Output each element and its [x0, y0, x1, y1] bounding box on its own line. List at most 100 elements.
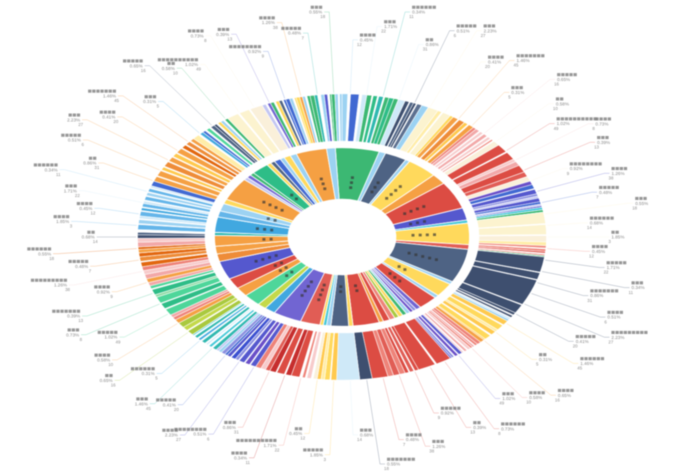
svg-text:0.31%: 0.31%: [539, 357, 552, 362]
svg-text:0.92%: 0.92%: [570, 166, 583, 171]
svg-text:20: 20: [113, 119, 118, 124]
svg-text:0.68%: 0.68%: [82, 235, 95, 240]
svg-text:0.55%: 0.55%: [387, 462, 400, 467]
svg-text:5: 5: [508, 95, 511, 100]
svg-text:0.51%: 0.51%: [457, 28, 470, 33]
svg-text:0.41%: 0.41%: [488, 60, 501, 65]
svg-text:27: 27: [608, 339, 613, 344]
svg-text:49: 49: [499, 401, 504, 406]
svg-text:38: 38: [429, 448, 434, 453]
svg-text:16: 16: [554, 82, 559, 87]
svg-text:18: 18: [384, 466, 389, 471]
svg-text:0.55%: 0.55%: [38, 251, 51, 256]
svg-text:1.46%: 1.46%: [103, 94, 116, 99]
svg-text:0.39%: 0.39%: [473, 425, 486, 430]
svg-text:8: 8: [80, 337, 83, 342]
svg-text:0.31%: 0.31%: [511, 90, 524, 95]
svg-text:0.58%: 0.58%: [556, 101, 569, 106]
svg-text:13: 13: [227, 36, 232, 41]
svg-text:20: 20: [573, 344, 578, 349]
svg-text:31: 31: [423, 47, 428, 52]
svg-text:5: 5: [536, 362, 539, 367]
svg-text:2.23%: 2.23%: [484, 28, 497, 33]
svg-text:0.34%: 0.34%: [632, 285, 645, 290]
svg-text:0.48%: 0.48%: [75, 264, 88, 269]
svg-text:0.65%: 0.65%: [130, 63, 143, 68]
svg-text:0.86%: 0.86%: [426, 42, 439, 47]
svg-text:22: 22: [381, 29, 386, 34]
svg-text:14: 14: [357, 437, 362, 442]
svg-text:2.23%: 2.23%: [67, 117, 80, 122]
svg-text:9: 9: [567, 171, 570, 176]
svg-text:0.86%: 0.86%: [223, 425, 236, 430]
svg-text:45: 45: [577, 366, 582, 371]
svg-text:7: 7: [302, 35, 305, 40]
svg-text:6: 6: [454, 33, 457, 38]
svg-text:45: 45: [114, 98, 119, 103]
svg-text:45: 45: [514, 63, 519, 68]
svg-text:0.51%: 0.51%: [607, 315, 620, 320]
svg-text:2.23%: 2.23%: [165, 433, 178, 438]
svg-text:1.71%: 1.71%: [607, 265, 620, 270]
svg-text:0.86%: 0.86%: [590, 293, 603, 298]
svg-text:0.51%: 0.51%: [68, 138, 81, 143]
svg-text:0.45%: 0.45%: [360, 37, 373, 42]
svg-text:0.39%: 0.39%: [216, 32, 229, 37]
svg-text:1.02%: 1.02%: [502, 396, 515, 401]
svg-text:11: 11: [409, 14, 414, 19]
svg-text:1.46%: 1.46%: [580, 361, 593, 366]
svg-text:3: 3: [70, 224, 73, 229]
svg-text:10: 10: [553, 106, 558, 111]
svg-text:20: 20: [174, 407, 179, 412]
svg-text:0.68%: 0.68%: [590, 221, 603, 226]
svg-text:1.02%: 1.02%: [185, 62, 198, 67]
svg-text:10: 10: [526, 400, 531, 405]
svg-text:16: 16: [555, 397, 560, 402]
svg-text:22: 22: [75, 193, 80, 198]
svg-text:6: 6: [81, 142, 84, 147]
svg-text:1.26%: 1.26%: [432, 444, 445, 449]
svg-text:6: 6: [207, 436, 210, 441]
svg-text:11: 11: [245, 460, 250, 465]
svg-text:0.92%: 0.92%: [248, 49, 261, 54]
svg-text:0.34%: 0.34%: [234, 455, 247, 460]
svg-text:1.85%: 1.85%: [310, 452, 323, 457]
svg-text:0.31%: 0.31%: [143, 99, 156, 104]
svg-text:38: 38: [273, 25, 278, 30]
svg-text:49: 49: [116, 339, 121, 344]
svg-text:16: 16: [111, 383, 116, 388]
svg-text:0.39%: 0.39%: [67, 314, 80, 319]
svg-text:1.85%: 1.85%: [611, 235, 624, 240]
svg-text:0.41%: 0.41%: [163, 402, 176, 407]
svg-text:0.48%: 0.48%: [599, 190, 612, 195]
svg-text:1.26%: 1.26%: [262, 20, 275, 25]
svg-text:14: 14: [587, 225, 592, 230]
svg-text:0.31%: 0.31%: [142, 371, 155, 376]
svg-text:0.34%: 0.34%: [412, 10, 425, 15]
svg-text:0.58%: 0.58%: [162, 66, 175, 71]
svg-text:7: 7: [596, 194, 599, 199]
svg-text:18: 18: [49, 256, 54, 261]
svg-text:12: 12: [300, 436, 305, 441]
svg-text:38: 38: [609, 176, 614, 181]
svg-text:0.73%: 0.73%: [501, 426, 514, 431]
svg-text:1.71%: 1.71%: [64, 188, 77, 193]
svg-text:49: 49: [554, 126, 559, 131]
svg-text:0.65%: 0.65%: [100, 378, 113, 383]
svg-text:12: 12: [357, 42, 362, 47]
svg-text:0.65%: 0.65%: [558, 393, 571, 398]
svg-text:1.71%: 1.71%: [263, 443, 276, 448]
svg-text:0.73%: 0.73%: [595, 121, 608, 126]
svg-text:0.92%: 0.92%: [441, 411, 454, 416]
svg-text:0.45%: 0.45%: [289, 431, 302, 436]
svg-text:0.48%: 0.48%: [288, 31, 301, 36]
svg-text:0.55%: 0.55%: [635, 201, 648, 206]
svg-text:8: 8: [498, 431, 501, 436]
svg-text:13: 13: [78, 318, 83, 323]
svg-text:1.02%: 1.02%: [557, 121, 570, 126]
svg-text:1.71%: 1.71%: [384, 24, 397, 29]
svg-text:1.26%: 1.26%: [54, 283, 67, 288]
svg-text:0.45%: 0.45%: [79, 206, 92, 211]
svg-text:18: 18: [632, 205, 637, 210]
svg-text:1.02%: 1.02%: [104, 335, 117, 340]
